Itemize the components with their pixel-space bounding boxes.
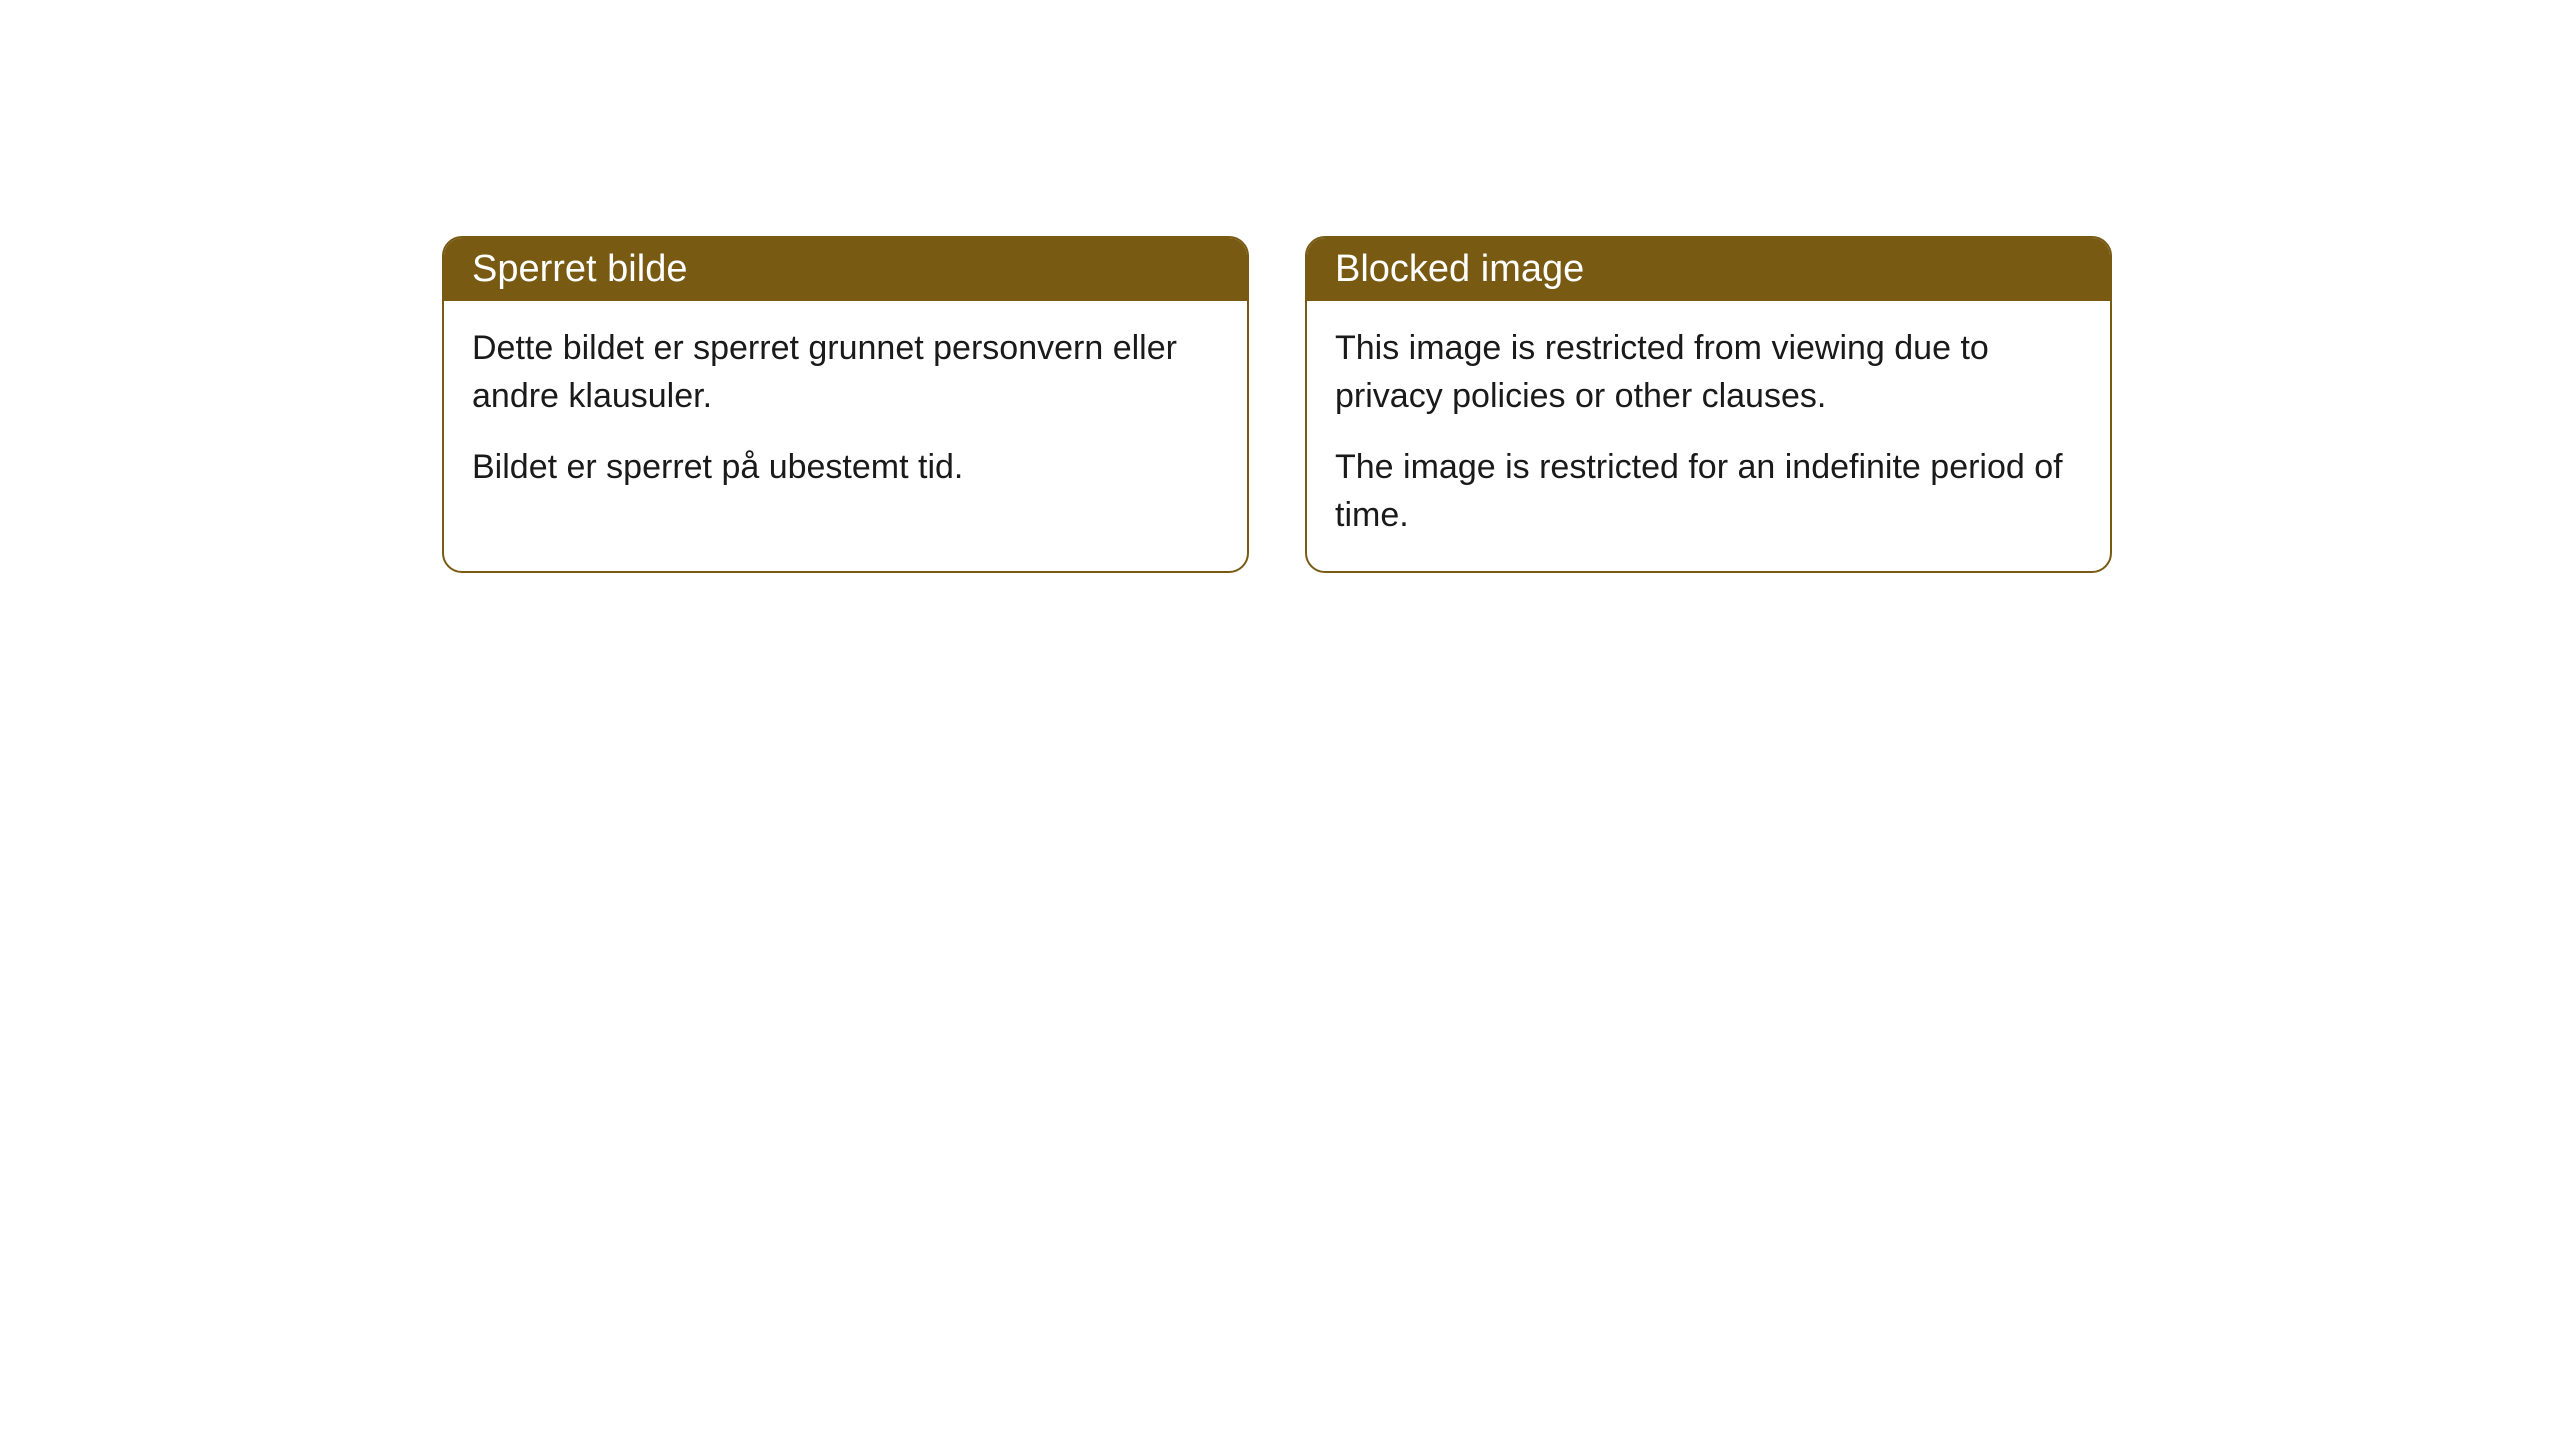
card-paragraph: Dette bildet er sperret grunnet personve… xyxy=(472,325,1219,420)
card-title: Sperret bilde xyxy=(472,248,687,290)
card-paragraph: This image is restricted from viewing du… xyxy=(1335,325,2082,420)
card-title: Blocked image xyxy=(1335,248,1584,290)
card-paragraph: The image is restricted for an indefinit… xyxy=(1335,444,2082,539)
card-header: Sperret bilde xyxy=(444,238,1247,301)
card-body: This image is restricted from viewing du… xyxy=(1307,301,2110,571)
card-paragraph: Bildet er sperret på ubestemt tid. xyxy=(472,444,1219,492)
notice-cards-container: Sperret bilde Dette bildet er sperret gr… xyxy=(442,236,2112,573)
card-header: Blocked image xyxy=(1307,238,2110,301)
notice-card-norwegian: Sperret bilde Dette bildet er sperret gr… xyxy=(442,236,1249,573)
notice-card-english: Blocked image This image is restricted f… xyxy=(1305,236,2112,573)
card-body: Dette bildet er sperret grunnet personve… xyxy=(444,301,1247,524)
